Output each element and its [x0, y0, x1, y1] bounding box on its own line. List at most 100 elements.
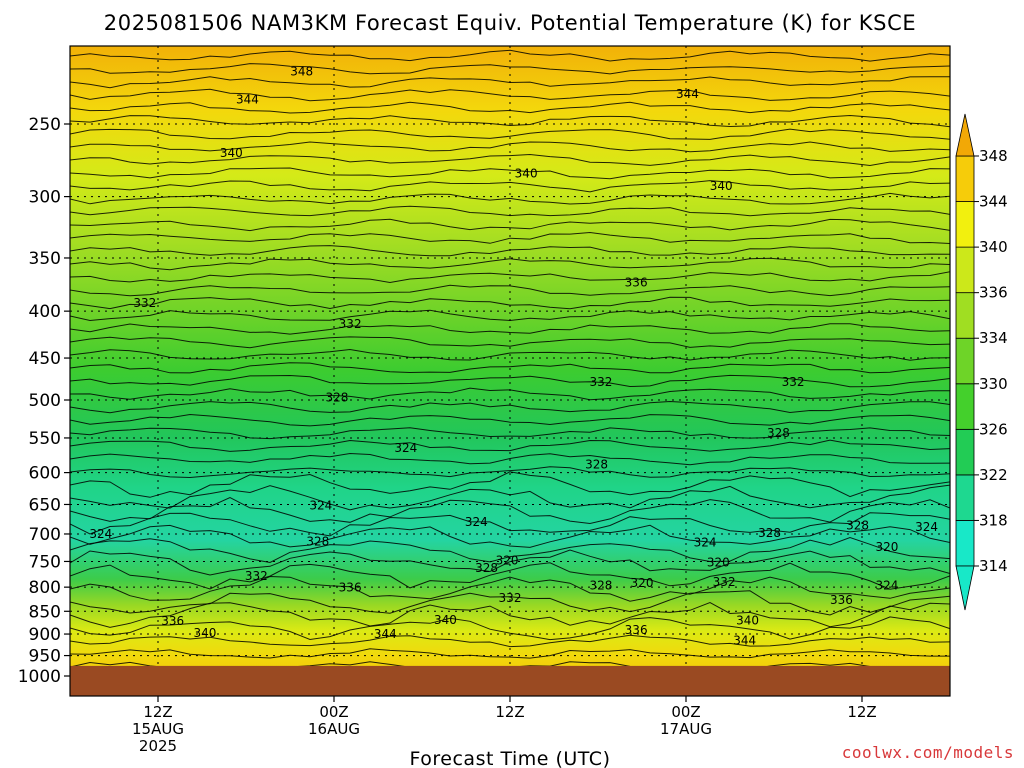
contour-label: 324 [694, 535, 717, 549]
contour-line [70, 575, 950, 602]
contour-line [70, 648, 950, 659]
contour-label: 336 [161, 614, 184, 628]
y-tick-label: 300 [29, 188, 61, 208]
colorbar: 314 318 322 326 330 334 336 340 344 348 [955, 113, 1008, 611]
contour-line [70, 616, 950, 641]
y-tick-label: 600 [29, 464, 61, 484]
x-tick-label: 2025 [139, 737, 177, 755]
watermark: coolwx.com/models [842, 743, 1014, 762]
contour-label: 336 [339, 581, 362, 595]
contour-label: 344 [236, 92, 259, 106]
colorbar-bottom-arrow [955, 565, 975, 611]
contour-label: 332 [713, 575, 736, 589]
contour-label: 328 [585, 458, 608, 472]
contour-line [70, 153, 950, 167]
contour-label: 328 [758, 526, 781, 540]
contour-line [70, 257, 950, 271]
contour-line [70, 413, 950, 427]
contour-label: 328 [325, 391, 348, 405]
contour-label: 332 [499, 591, 522, 605]
x-axis-title: Forecast Time (UTC) [410, 748, 611, 768]
contour-label: 332 [782, 375, 805, 389]
x-tick-label: 00Z [671, 703, 700, 721]
contour-line [70, 471, 950, 498]
colorbar-segment [955, 383, 975, 430]
contour-label: 324 [394, 441, 417, 455]
contour-label: 328 [306, 534, 329, 548]
contour-line [70, 524, 950, 548]
colorbar-label: 314 [979, 557, 1008, 575]
colorbar-label: 326 [979, 420, 1008, 438]
contour-label: 328 [589, 579, 612, 593]
contour-line [70, 536, 950, 564]
colorbar-segment [955, 474, 975, 521]
y-tick-label: 850 [29, 602, 61, 622]
contour-label: 324 [875, 579, 898, 593]
y-tick-label: 650 [29, 495, 61, 515]
colorbar-label: 334 [979, 329, 1008, 347]
contour-label: 340 [193, 626, 216, 640]
contour-label: 340 [736, 614, 759, 628]
colorbar-top-arrow [955, 113, 975, 157]
contour-label: 340 [220, 146, 243, 160]
colorbar-segment [955, 428, 975, 476]
contour-line [70, 427, 950, 440]
contour-line [70, 348, 950, 361]
x-tick-label: 12Z [847, 703, 876, 721]
y-tick-label: 750 [29, 552, 61, 572]
contour-line [70, 362, 950, 374]
x-tick-label: 00Z [319, 703, 348, 721]
contour-line [70, 497, 950, 525]
contour-line [70, 49, 950, 62]
contour-line [70, 141, 950, 153]
contour-label: 328 [475, 561, 498, 575]
y-tick-label: 350 [29, 249, 61, 269]
contour-line [70, 180, 950, 193]
colorbar-label: 348 [979, 147, 1008, 165]
contour-label: 320 [707, 556, 730, 570]
y-axis: 250 300 350 400 450 500 550 600 650 700 750 800 850 9… [18, 115, 70, 687]
contour-line [70, 167, 950, 180]
colorbar-label: 340 [979, 238, 1008, 256]
contour-label: 332 [589, 375, 612, 389]
contour-label: 320 [875, 540, 898, 554]
contour-line [70, 590, 950, 616]
contour-line [70, 218, 950, 232]
contour-label: 340 [434, 613, 457, 627]
colorbar-label: 336 [979, 284, 1008, 302]
contour-line [70, 466, 950, 479]
colorbar-label: 318 [979, 511, 1008, 529]
contour-label: 340 [515, 166, 538, 180]
y-tick-label: 450 [29, 349, 61, 369]
colorbar-segment [955, 292, 975, 339]
contour-label: 336 [625, 623, 648, 637]
contour-label: 324 [465, 515, 488, 529]
colorbar-segment [955, 155, 975, 202]
y-tick-label: 400 [29, 302, 61, 322]
x-tick-label: 17AUG [660, 720, 712, 738]
contour-label: 320 [631, 576, 654, 590]
colorbar-segment [955, 520, 975, 567]
contour-label: 344 [733, 634, 756, 648]
contour-label: 324 [915, 520, 938, 534]
contour-line [70, 128, 950, 140]
contour-label: 324 [309, 499, 332, 513]
contour-line [70, 192, 950, 205]
colorbar-segment [955, 201, 975, 248]
y-tick-label: 700 [29, 525, 61, 545]
y-tick-label: 550 [29, 429, 61, 449]
colorbar-label: 330 [979, 375, 1008, 393]
contour-line [70, 374, 950, 388]
contour-label: 344 [374, 627, 397, 641]
y-tick-label: 1000 [18, 667, 61, 687]
contour-label: 328 [846, 518, 869, 532]
contour-label: 348 [290, 64, 313, 78]
contour-label: 320 [496, 553, 519, 567]
ground-below-surface [70, 665, 950, 696]
contour-line [70, 439, 950, 452]
contour-label: 332 [133, 296, 156, 310]
colorbar-label: 322 [979, 466, 1008, 484]
